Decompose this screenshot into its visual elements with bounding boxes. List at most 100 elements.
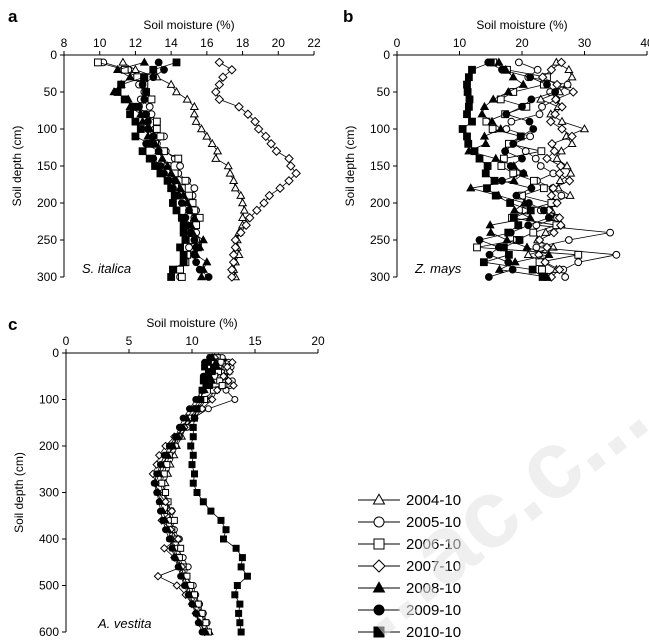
data-point bbox=[227, 272, 237, 282]
data-point bbox=[174, 563, 182, 571]
data-point bbox=[485, 220, 495, 229]
data-point bbox=[519, 169, 528, 178]
data-point bbox=[201, 363, 209, 371]
data-point bbox=[192, 258, 201, 267]
data-point bbox=[138, 147, 147, 156]
data-point bbox=[225, 367, 235, 376]
y-tick-label: 600 bbox=[39, 625, 59, 639]
y-tick-label: 50 bbox=[377, 85, 391, 99]
series-line bbox=[152, 357, 235, 633]
data-point bbox=[524, 221, 533, 230]
data-point bbox=[479, 258, 488, 267]
data-point bbox=[208, 368, 216, 376]
y-tick-label: 300 bbox=[37, 270, 57, 284]
data-point bbox=[510, 257, 520, 266]
data-point bbox=[552, 198, 562, 208]
data-point bbox=[237, 212, 248, 222]
series-2010-10 bbox=[113, 58, 190, 281]
data-point bbox=[174, 154, 183, 163]
data-point bbox=[259, 198, 269, 208]
data-point bbox=[188, 461, 196, 469]
data-point bbox=[157, 461, 164, 469]
y-tick-label: 250 bbox=[370, 233, 390, 247]
data-point bbox=[529, 125, 538, 133]
data-point bbox=[547, 139, 557, 149]
y-tick-label: 500 bbox=[39, 579, 59, 593]
data-point bbox=[177, 273, 186, 281]
data-point bbox=[140, 73, 149, 82]
y-tick-label: 50 bbox=[44, 85, 58, 99]
data-point bbox=[465, 95, 474, 104]
x-tick-label: 16 bbox=[200, 36, 214, 50]
x-tick-label: 12 bbox=[129, 36, 143, 50]
data-point bbox=[512, 191, 521, 200]
data-point bbox=[534, 235, 545, 245]
legend-label: 2009-10 bbox=[406, 602, 461, 619]
y-tick-label: 100 bbox=[370, 122, 390, 136]
data-point bbox=[525, 212, 535, 222]
legend-item: 2009-10 bbox=[358, 602, 461, 619]
data-point bbox=[284, 176, 294, 186]
data-point bbox=[196, 272, 207, 281]
x-axis-title: Soil moisture (%) bbox=[146, 316, 237, 330]
data-point bbox=[225, 168, 235, 177]
x-tick-label: 20 bbox=[311, 334, 325, 348]
data-point bbox=[546, 190, 557, 201]
data-point bbox=[185, 206, 193, 215]
x-tick-label: 0 bbox=[394, 36, 401, 50]
x-tick-label: 18 bbox=[236, 36, 250, 50]
data-point bbox=[531, 154, 540, 163]
data-point bbox=[473, 243, 481, 252]
data-point bbox=[172, 581, 182, 590]
data-point bbox=[458, 125, 467, 133]
data-point bbox=[557, 102, 567, 112]
y-tick-label: 200 bbox=[39, 439, 59, 453]
data-point bbox=[179, 250, 188, 259]
data-point bbox=[198, 235, 208, 244]
data-point bbox=[260, 131, 271, 142]
y-tick-label: 300 bbox=[39, 486, 59, 500]
legend-marker bbox=[373, 626, 385, 638]
data-point bbox=[202, 131, 212, 140]
series-2008-10 bbox=[464, 57, 554, 281]
data-point bbox=[235, 609, 243, 617]
data-point bbox=[159, 516, 167, 524]
data-point bbox=[176, 162, 184, 170]
data-point bbox=[157, 153, 167, 162]
data-point bbox=[271, 146, 282, 156]
data-point bbox=[236, 619, 244, 627]
y-axis-title: Soil depth (cm) bbox=[343, 126, 357, 207]
series-2010-10 bbox=[458, 58, 547, 281]
data-point bbox=[153, 489, 161, 496]
species-label: A. vestita bbox=[97, 616, 151, 631]
data-point bbox=[568, 87, 579, 97]
data-point bbox=[466, 183, 476, 192]
data-point bbox=[563, 80, 572, 89]
data-point bbox=[189, 479, 197, 487]
data-point bbox=[136, 125, 145, 133]
data-point bbox=[117, 80, 126, 89]
data-point bbox=[163, 176, 172, 185]
data-point bbox=[149, 73, 158, 82]
data-point bbox=[159, 543, 169, 553]
x-tick-label: 20 bbox=[515, 36, 529, 50]
data-point bbox=[214, 94, 225, 105]
data-point bbox=[534, 250, 544, 260]
data-point bbox=[498, 176, 506, 185]
data-point bbox=[542, 242, 552, 253]
data-point bbox=[557, 116, 567, 125]
data-point bbox=[194, 619, 202, 627]
data-point bbox=[166, 79, 176, 88]
y-tick-label: 200 bbox=[37, 196, 57, 210]
data-point bbox=[162, 161, 173, 170]
x-tick-label: 14 bbox=[164, 36, 178, 50]
legend-item: 2008-10 bbox=[358, 580, 461, 597]
y-tick-label: 0 bbox=[52, 346, 59, 360]
y-tick-label: 150 bbox=[37, 159, 57, 173]
data-point bbox=[118, 57, 128, 66]
data-point bbox=[470, 147, 479, 156]
panel-letter: b bbox=[343, 7, 353, 26]
data-point bbox=[172, 433, 180, 441]
data-point bbox=[504, 250, 513, 259]
data-point bbox=[142, 88, 151, 96]
